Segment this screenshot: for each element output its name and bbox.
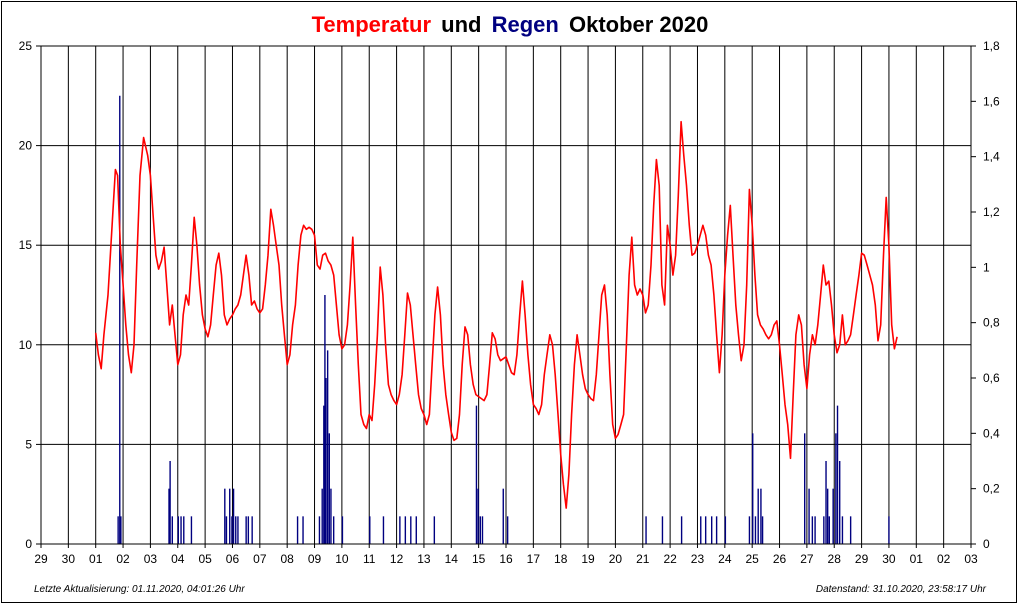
x-tick-label: 29 [34, 552, 48, 566]
y-right-tick-label: 1,6 [983, 94, 1000, 108]
x-tick-label: 10 [335, 552, 349, 566]
x-tick-label: 26 [773, 552, 787, 566]
title-and-word: und [441, 12, 482, 37]
y-left-tick-label: 0 [25, 537, 32, 551]
y-right-tick-label: 1,8 [983, 39, 1000, 53]
temperature-series [94, 120, 898, 509]
tick-labels: 29 30 01 02 03 04 05 06 07 08 09 10 11 12 13 14 15 16 17 18… [19, 39, 1000, 566]
y-left-tick-label: 25 [19, 39, 33, 53]
title-month-year: Oktober 2020 [568, 12, 709, 37]
x-tick-label: 19 [581, 552, 595, 566]
x-tick-label: 21 [636, 552, 650, 566]
temperature-line [94, 120, 898, 509]
y-left-tick-label: 5 [25, 437, 32, 451]
title-temperature-word: Temperatur [311, 12, 432, 37]
x-tick-label: 17 [527, 552, 541, 566]
x-tick-label: 30 [882, 552, 896, 566]
axes [36, 45, 976, 548]
x-tick-label: 20 [609, 552, 623, 566]
x-tick-label: 08 [280, 552, 294, 566]
y-right-tick-label: 1 [983, 260, 990, 274]
y-left-tick-label: 10 [19, 338, 33, 352]
grid-lines [40, 45, 972, 545]
rain-bars [117, 95, 890, 544]
x-tick-label: 01 [89, 552, 103, 566]
x-tick-label: 11 [363, 552, 376, 566]
y-right-tick-label: 0,8 [983, 316, 1000, 330]
x-tick-label: 03 [964, 552, 978, 566]
y-left-tick-label: 15 [19, 238, 33, 252]
y-right-tick-label: 0 [983, 537, 990, 551]
x-tick-label: 16 [499, 552, 513, 566]
x-tick-label: 05 [198, 552, 212, 566]
x-tick-label: 12 [390, 552, 404, 566]
x-tick-label: 06 [226, 552, 240, 566]
chart-title: Temperatur und Regen Oktober 2020 [0, 12, 1020, 38]
x-tick-label: 02 [937, 552, 951, 566]
x-tick-label: 02 [116, 552, 130, 566]
data-status-note: Datenstand: 31.10.2020, 23:58:17 Uhr [815, 584, 986, 595]
x-tick-label: 14 [445, 552, 459, 566]
y-right-tick-label: 1,4 [983, 150, 1000, 164]
x-tick-label: 29 [855, 552, 869, 566]
x-tick-label: 27 [800, 552, 814, 566]
x-tick-label: 22 [663, 552, 677, 566]
y-right-tick-label: 0,2 [983, 482, 1000, 496]
x-tick-label: 13 [417, 552, 431, 566]
x-tick-label: 04 [171, 552, 185, 566]
x-tick-label: 28 [828, 552, 842, 566]
x-tick-label: 30 [62, 552, 76, 566]
x-tick-label: 07 [253, 552, 267, 566]
y-right-tick-label: 1,2 [983, 205, 1000, 219]
title-rain-word: Regen [491, 12, 559, 37]
x-tick-label: 15 [472, 552, 486, 566]
y-right-tick-label: 0,4 [983, 426, 1000, 440]
x-tick-label: 18 [554, 552, 568, 566]
x-tick-label: 25 [745, 552, 759, 566]
x-tick-label: 09 [308, 552, 322, 566]
y-right-tick-label: 0,6 [983, 371, 1000, 385]
x-tick-label: 24 [718, 552, 732, 566]
x-tick-label: 01 [910, 552, 924, 566]
x-tick-label: 03 [144, 552, 158, 566]
last-update-note: Letzte Aktualisierung: 01.11.2020, 04:01… [34, 584, 245, 595]
x-tick-label: 23 [691, 552, 705, 566]
y-left-tick-label: 20 [19, 139, 33, 153]
